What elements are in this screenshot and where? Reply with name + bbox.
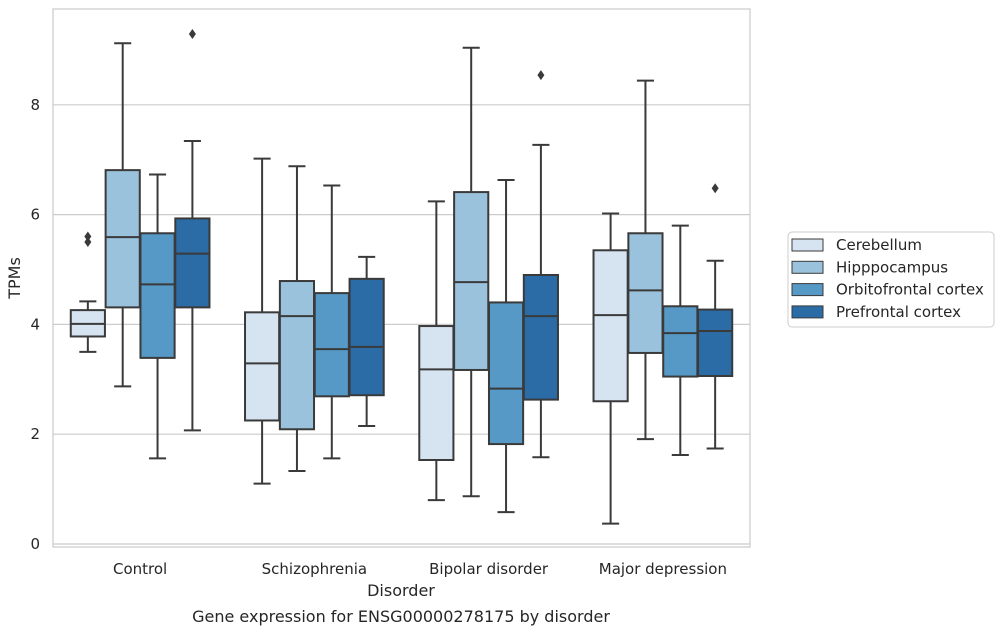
box-group — [453, 46, 490, 498]
x-axis-label: Disorder — [367, 581, 435, 600]
box — [697, 308, 734, 378]
legend-swatch — [791, 283, 824, 297]
x-tick-label: Bipolar disorder — [429, 560, 549, 578]
legend-swatch — [791, 260, 824, 274]
box-group — [662, 224, 699, 457]
box-group — [278, 165, 316, 472]
outlier-point — [537, 70, 545, 81]
y-tick-label: 6 — [30, 206, 40, 224]
y-axis-label: TPMs — [5, 257, 24, 300]
boxplots — [69, 28, 734, 525]
outlier-point — [711, 183, 719, 194]
x-tick-label: Control — [113, 560, 167, 578]
box — [662, 305, 699, 378]
outlier-point — [84, 231, 92, 242]
box-group — [244, 157, 281, 485]
box-group — [104, 42, 141, 388]
y-tick-label: 8 — [30, 96, 40, 114]
box — [313, 292, 350, 398]
legend: Cerebellum Hipppocampus Orbitofrontal cort… — [787, 231, 995, 328]
y-axis-ticks: 0 2 4 6 8 — [30, 96, 40, 553]
box — [487, 301, 525, 446]
box-group — [418, 200, 455, 502]
box-group — [522, 70, 559, 459]
box — [174, 217, 211, 309]
box-group — [697, 183, 734, 450]
x-tick-label: Major depression — [599, 560, 727, 578]
legend-swatch — [791, 305, 824, 319]
box-group — [139, 173, 176, 460]
outlier-point — [84, 237, 92, 248]
box — [592, 249, 629, 403]
plot-frame — [52, 8, 751, 548]
chart-caption: Gene expression for ENSG00000278175 by d… — [192, 607, 610, 626]
box — [139, 232, 176, 359]
box-group — [592, 212, 629, 525]
box — [627, 232, 664, 354]
box-group — [487, 179, 525, 514]
box — [104, 169, 141, 309]
legend-label: Hipppocampus — [836, 258, 948, 276]
legend-label: Cerebellum — [836, 236, 922, 254]
legend-swatch — [791, 238, 824, 252]
box — [348, 277, 385, 397]
box — [453, 191, 490, 371]
box — [278, 280, 316, 431]
legend-label: Prefrontal cortex — [836, 303, 961, 321]
box-group — [174, 28, 211, 432]
box-group — [313, 184, 350, 460]
y-tick-label: 0 — [30, 535, 40, 553]
legend-frame — [787, 231, 995, 328]
box — [522, 273, 559, 401]
y-tick-label: 2 — [30, 425, 40, 443]
box-group — [348, 255, 385, 427]
y-tick-label: 4 — [30, 315, 40, 333]
box — [244, 311, 281, 422]
box-group — [627, 79, 664, 441]
x-axis-ticks: Control Schizophrenia Bipolar disorder Majo… — [113, 560, 727, 578]
box — [418, 325, 455, 462]
x-tick-label: Schizophrenia — [262, 560, 367, 578]
outlier-point — [188, 28, 196, 39]
legend-label: Orbitofrontal cortex — [836, 281, 984, 299]
box-group — [69, 231, 106, 353]
